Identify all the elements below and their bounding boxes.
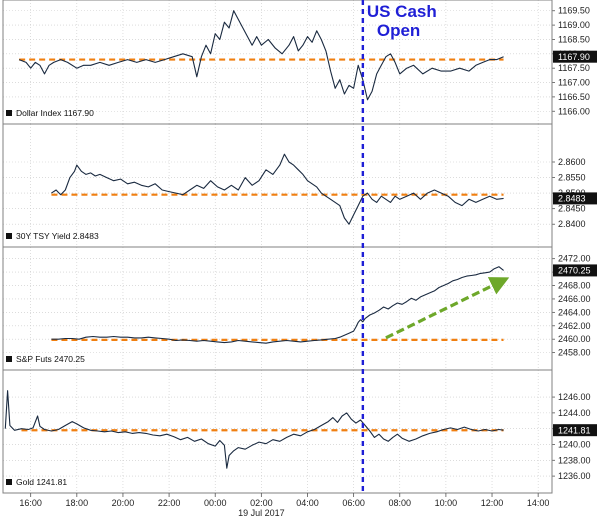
y-tick-label: 2.8550	[558, 173, 586, 183]
panel-legend: 30Y TSY Yield 2.8483	[6, 231, 99, 241]
y-tick-label: 2.8450	[558, 204, 586, 214]
panel-3: 2472.002470.002468.002466.002464.002462.…	[2, 246, 597, 371]
last-value-badge: 1241.81	[553, 424, 597, 437]
x-tick-label: 06:00	[342, 498, 365, 508]
last-value-badge: 2470.25	[553, 264, 597, 277]
legend-label: Dollar Index 1167.90	[16, 108, 94, 118]
panel-legend: S&P Futs 2470.25	[6, 354, 85, 364]
x-tick-label: 12:00	[481, 498, 504, 508]
y-tick-label: 2458.00	[558, 348, 591, 358]
x-tick-label: 14:00	[527, 498, 550, 508]
legend-swatch	[6, 110, 12, 116]
x-tick-label: 10:00	[435, 498, 458, 508]
y-tick-label: 2464.00	[558, 307, 591, 317]
y-tick-label: 1167.50	[558, 63, 590, 73]
last-value-label: 1241.81	[558, 425, 591, 435]
y-tick-label: 1246.00	[558, 392, 591, 402]
y-tick-label: 1169.50	[558, 6, 590, 16]
legend-swatch	[6, 233, 12, 239]
last-value-label: 1167.90	[558, 52, 590, 62]
y-tick-label: 2462.00	[558, 321, 591, 331]
price-series-line	[4, 390, 504, 469]
x-tick-label: 16:00	[19, 498, 42, 508]
y-tick-label: 1240.00	[558, 439, 591, 449]
legend-label: S&P Futs 2470.25	[16, 354, 85, 364]
annotation-line-1: US Cash	[367, 2, 437, 21]
x-tick-label: 00:00	[204, 498, 227, 508]
last-value-label: 2.8483	[558, 194, 586, 204]
y-tick-label: 2.8600	[558, 157, 586, 167]
annotation-line-2: Open	[377, 21, 420, 40]
price-series-line	[51, 153, 504, 225]
last-value-box	[553, 424, 597, 437]
last-value-badge: 1167.90	[553, 50, 597, 63]
y-tick-label: 2466.00	[558, 294, 591, 304]
y-tick-label: 1236.00	[558, 471, 591, 481]
trend-arrow	[385, 277, 510, 340]
last-value-box	[553, 50, 597, 63]
y-tick-label: 1238.00	[558, 455, 591, 465]
y-tick-label: 1167.00	[558, 78, 590, 88]
panel-legend: Gold 1241.81	[6, 477, 67, 487]
y-tick-label: 2460.00	[558, 334, 591, 344]
last-value-badge: 2.8483	[553, 192, 597, 205]
last-value-label: 2470.25	[558, 266, 591, 276]
x-tick-label: 22:00	[158, 498, 181, 508]
x-tick-label: 02:00	[250, 498, 273, 508]
y-tick-label: 2.8400	[558, 219, 586, 229]
panel-4: 1246.001244.001242.001240.001238.001236.…	[2, 369, 597, 494]
legend-swatch	[6, 479, 12, 485]
x-axis: 16:00 18:00 20:00 22:00 00:00 02:00 04:00 06:00…	[3, 492, 552, 518]
legend-label: Gold 1241.81	[16, 477, 67, 487]
legend-swatch	[6, 356, 12, 362]
x-tick-label: 18:00	[66, 498, 89, 508]
last-value-box	[553, 264, 597, 277]
y-tick-label: 2472.00	[558, 254, 591, 264]
y-tick-label: 1166.00	[558, 106, 590, 116]
y-tick-label: 1244.00	[558, 408, 591, 418]
panel-1: 1169.501169.001168.501168.001167.501167.…	[2, 0, 597, 125]
panel-legend: Dollar Index 1167.90	[6, 108, 94, 118]
panel-2: 2.86002.85502.85002.84502.84002.848330Y …	[2, 123, 597, 248]
y-tick-label: 1168.50	[558, 34, 590, 44]
legend-label: 30Y TSY Yield 2.8483	[16, 231, 99, 241]
price-series-line	[18, 10, 504, 101]
last-value-box	[553, 192, 597, 205]
y-tick-label: 1169.00	[558, 20, 590, 30]
y-tick-label: 2468.00	[558, 281, 591, 291]
price-series-line	[51, 266, 504, 344]
x-tick-label: 04:00	[296, 498, 319, 508]
x-tick-label: 08:00	[388, 498, 411, 508]
x-date-label: 19 Jul 2017	[238, 508, 285, 517]
y-tick-label: 1166.50	[558, 92, 590, 102]
x-tick-label: 20:00	[112, 498, 135, 508]
